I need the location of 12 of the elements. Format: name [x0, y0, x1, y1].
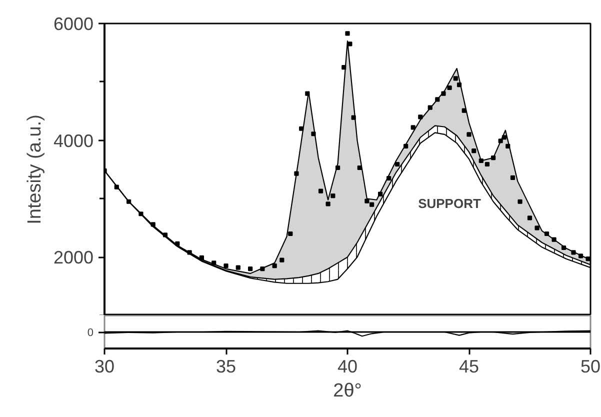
y-tick-label: 2000: [53, 248, 94, 268]
y-tick-label: 6000: [53, 14, 94, 34]
x-axis-title: 2θ°: [333, 380, 362, 402]
x-tick-label: 30: [94, 356, 115, 376]
x-tick-label: 45: [458, 356, 480, 376]
x-tick-label: 40: [337, 356, 358, 376]
y-tick-label: 4000: [53, 130, 94, 151]
annotation: SUPPORT: [418, 196, 481, 211]
x-tick-label: 35: [216, 356, 236, 376]
ref-line-label: 0: [87, 327, 94, 339]
x-tick-label: 50: [580, 356, 601, 376]
y-axis-title: Intesity (a.u.): [24, 114, 46, 224]
